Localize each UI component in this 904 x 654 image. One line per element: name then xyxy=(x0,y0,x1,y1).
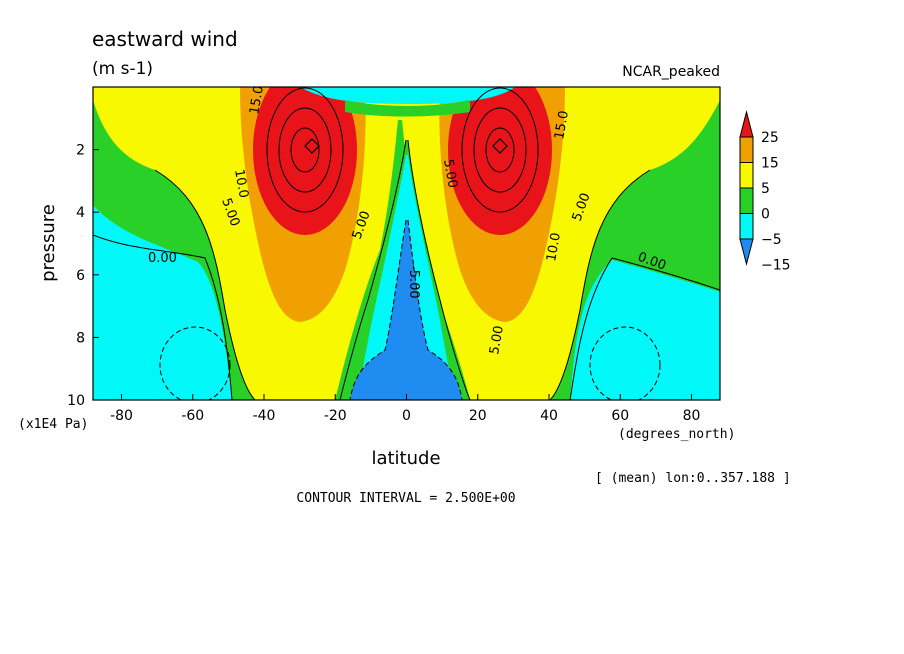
x-tick-label: 0 xyxy=(402,408,411,424)
colorbar-bottom-arrow xyxy=(739,238,754,266)
contour-label: 15.0 xyxy=(247,85,267,116)
x-tick-label: 20 xyxy=(469,408,487,424)
colorbar-label: 25 xyxy=(761,130,779,146)
y-axis: 2 4 6 8 10 xyxy=(67,143,99,409)
y-axis-title: pressure xyxy=(38,204,59,282)
top-easterly-band xyxy=(300,87,515,104)
x-tick-label: 40 xyxy=(540,408,558,424)
colorbar-label: 5 xyxy=(761,181,770,197)
x-tick-label: 80 xyxy=(683,408,701,424)
contour-label: 10.0 xyxy=(544,232,564,263)
top-green-band xyxy=(345,100,470,117)
y-tick-label: 10 xyxy=(67,393,85,409)
contour-interval-text: CONTOUR INTERVAL = 2.500E+00 xyxy=(296,491,515,506)
dataset-label: NCAR_peaked xyxy=(622,64,720,80)
contour-label: 15.0 xyxy=(552,110,572,141)
x-axis: -80 -60 -40 -20 0 20 40 60 80 xyxy=(110,394,700,424)
x-tick-label: -80 xyxy=(110,408,133,424)
contour-label: 0.00 xyxy=(148,251,177,266)
x-tick-label: -60 xyxy=(181,408,204,424)
y-units-label: (x1E4 Pa) xyxy=(18,417,88,432)
contour-label: 5.00 xyxy=(440,158,460,189)
colorbar-label: 0 xyxy=(761,207,770,223)
cyan-region-south xyxy=(93,205,232,400)
chart-title: eastward wind xyxy=(92,27,238,51)
jet-max-marker-south xyxy=(304,138,320,154)
jet-core-south xyxy=(253,87,357,235)
chart-units: (m s-1) xyxy=(92,59,153,79)
colorbar-label: −15 xyxy=(761,258,791,274)
colorbar-top-arrow xyxy=(739,110,754,138)
x-tick-label: 60 xyxy=(611,408,629,424)
jet-max-marker-north xyxy=(492,138,508,154)
jet-core-north xyxy=(448,87,552,235)
y-tick-label: 8 xyxy=(76,330,85,346)
y-tick-label: 4 xyxy=(76,205,85,221)
colorbar-swatch xyxy=(739,162,754,189)
y-tick-label: 2 xyxy=(76,143,85,159)
y-tick-label: 6 xyxy=(76,268,85,284)
contour-label: -5.00 xyxy=(406,265,421,299)
subset-note: [ (mean) lon:0..357.188 ] xyxy=(595,471,791,486)
colorbar-swatch xyxy=(739,213,754,240)
contour-label: 10.0 xyxy=(231,168,251,199)
x-units-label: (degrees_north) xyxy=(618,427,735,442)
contour-lines xyxy=(93,87,720,400)
colorbar: 25 15 5 0 −5 −15 xyxy=(739,110,791,274)
x-axis-title: latitude xyxy=(371,448,440,469)
x-tick-label: -40 xyxy=(253,408,276,424)
contour-label: 5.00 xyxy=(487,325,507,356)
contour-field: 15.0 10.0 5.00 0.00 5.00 0.00 10.0 15.0 … xyxy=(93,85,720,400)
colorbar-label: 15 xyxy=(761,156,779,172)
cyan-region-north xyxy=(570,260,720,400)
colorbar-label: −5 xyxy=(761,232,782,248)
colorbar-swatch xyxy=(739,187,754,214)
colorbar-swatch xyxy=(739,136,754,163)
x-tick-label: -20 xyxy=(324,408,347,424)
